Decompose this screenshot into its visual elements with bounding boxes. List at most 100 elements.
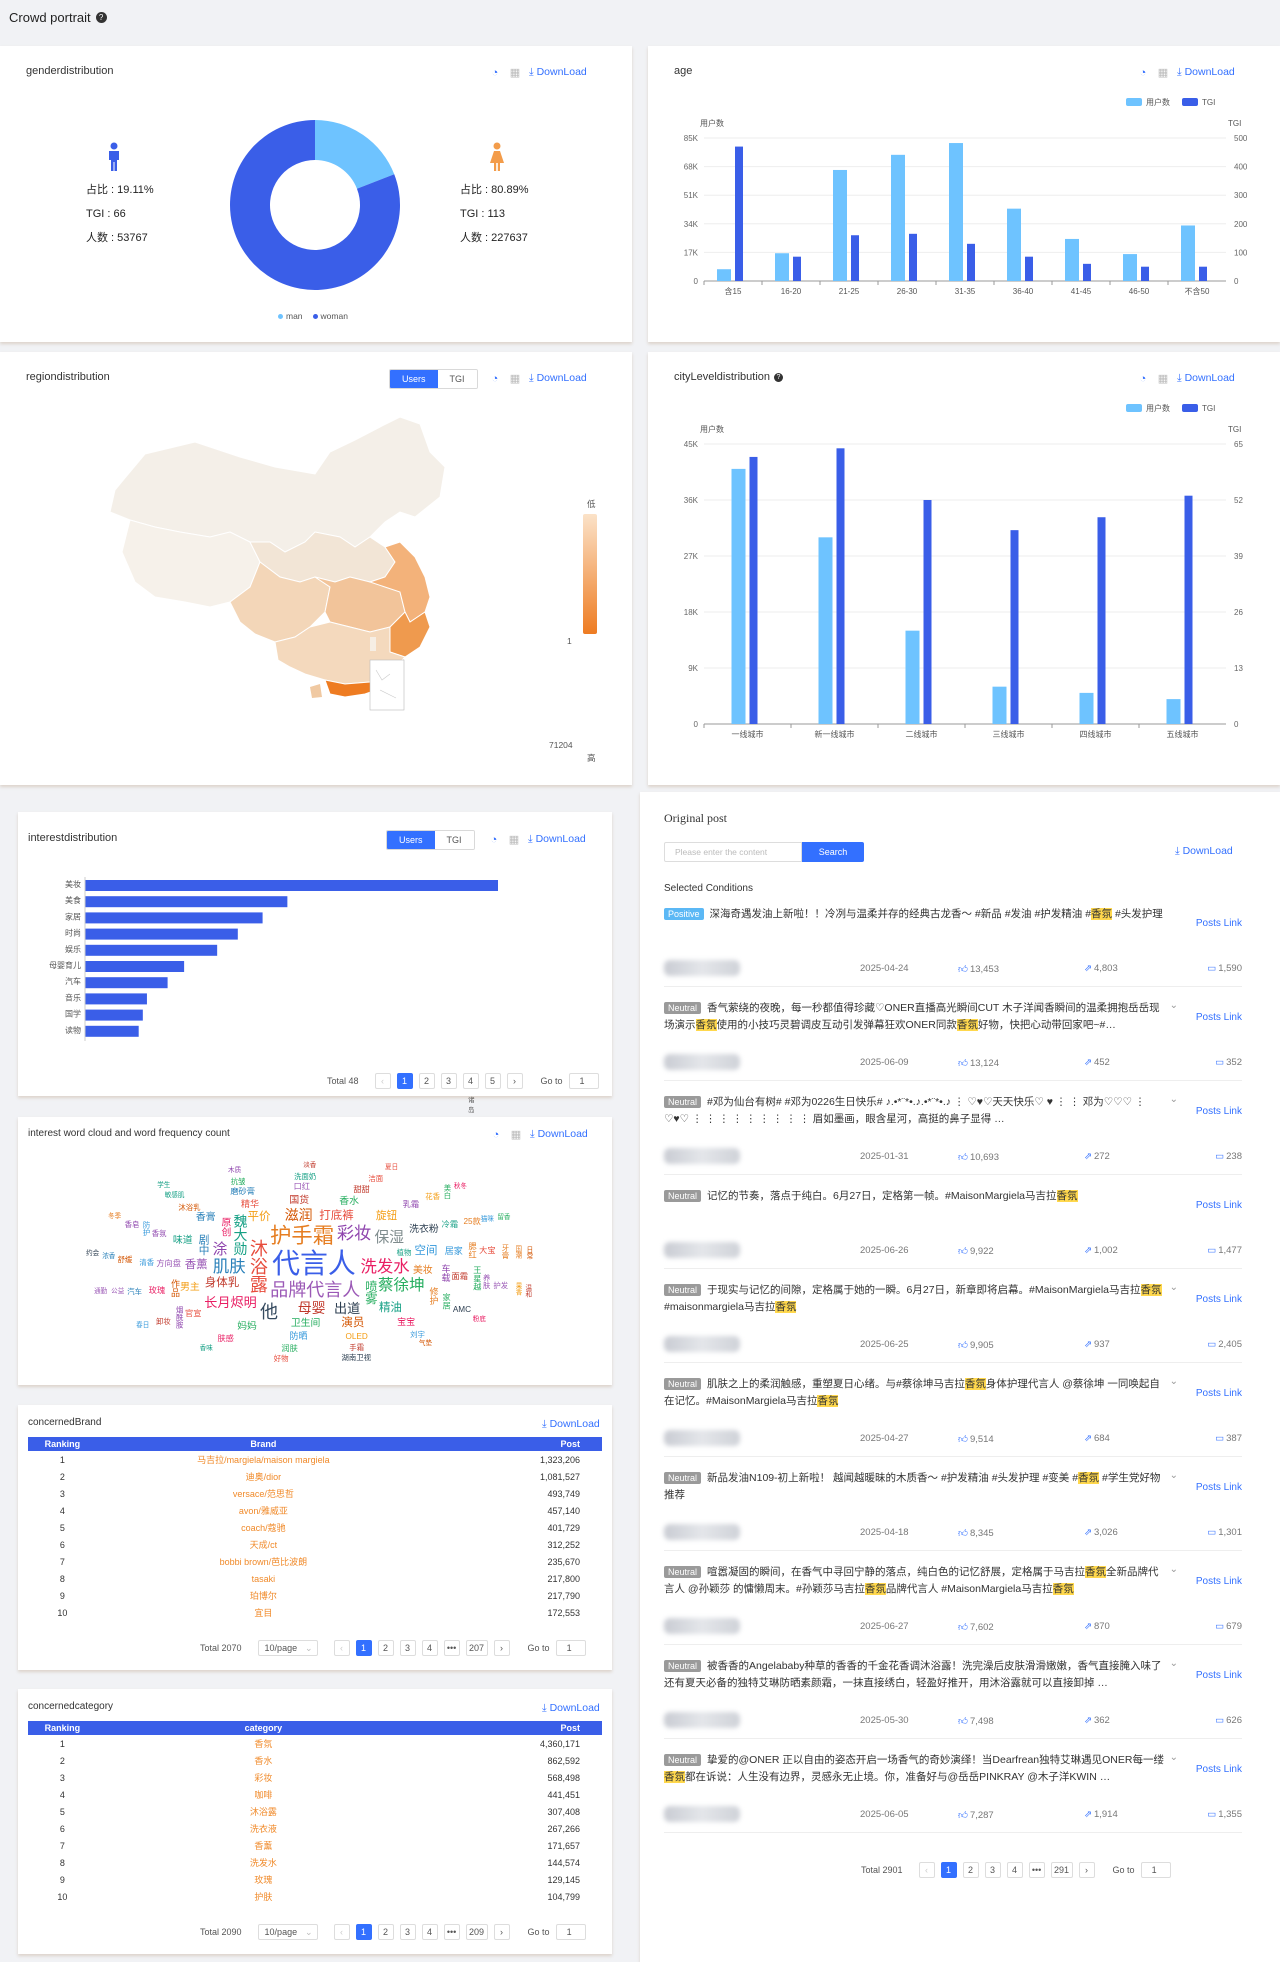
cloud-word[interactable]: 冷霜 (441, 1220, 459, 1230)
cloud-word[interactable]: 磨砂膏 (230, 1187, 255, 1197)
legend-woman[interactable]: woman (312, 311, 348, 321)
expand-chevron-icon[interactable]: ⌄ (1169, 1376, 1178, 1387)
legend-swatch-0[interactable] (1126, 98, 1142, 106)
cloud-word[interactable]: 旋钮 (375, 1209, 398, 1222)
table-row[interactable]: 5 沐浴露 307,408 (28, 1803, 602, 1820)
cloud-word[interactable]: 浓香 (102, 1252, 116, 1260)
cloud-word[interactable]: 国潮 (513, 1245, 521, 1259)
cloud-word[interactable]: 居家 (444, 1245, 463, 1256)
interest-bar-美妆[interactable] (85, 880, 498, 891)
cloud-word[interactable]: 粉底 (472, 1315, 486, 1323)
legend-swatch-0[interactable] (1126, 404, 1142, 412)
bar-users-31-35[interactable] (949, 143, 963, 281)
cloud-word[interactable]: 肌肤 (212, 1257, 246, 1276)
name-cell[interactable]: 香薰 (254, 1841, 273, 1851)
cloud-word[interactable]: 男主 (180, 1281, 200, 1293)
bar-users-21-25[interactable] (833, 169, 847, 281)
legend-swatch-1[interactable] (1182, 404, 1198, 412)
bar-tgi-16-20[interactable] (793, 256, 801, 281)
cloud-word[interactable]: 王星越 (472, 1266, 482, 1292)
cloud-word[interactable]: 清香 (139, 1257, 155, 1267)
name-cell[interactable]: tasaki (251, 1573, 276, 1584)
page-2[interactable]: 2 (418, 1073, 435, 1089)
cloud-word[interactable]: 香薰 (184, 1259, 208, 1272)
cloud-word[interactable]: 肤感 (217, 1334, 234, 1344)
cloud-word[interactable]: 植物 (396, 1248, 412, 1258)
bar-tgi-不含50[interactable] (1199, 266, 1207, 281)
donut-slice-man[interactable] (315, 120, 395, 189)
cloud-word[interactable]: 身体乳 (204, 1277, 240, 1290)
cloud-word[interactable]: 防护 (142, 1220, 152, 1236)
bar-tgi-新一线城市[interactable] (836, 448, 845, 724)
page-2[interactable]: 2 (377, 1640, 394, 1656)
bar-tgi-21-25[interactable] (851, 235, 859, 281)
next-page-button[interactable]: › (493, 1640, 510, 1656)
bar-users-二线城市[interactable] (905, 630, 920, 724)
posts-link[interactable]: Posts Link (1195, 1294, 1242, 1305)
cloud-word[interactable]: 春日 (136, 1321, 150, 1329)
page-1[interactable]: 1 (355, 1640, 372, 1656)
cloud-word[interactable]: OLED (345, 1331, 368, 1341)
name-cell[interactable]: 天成/ct (249, 1540, 278, 1550)
table-icon[interactable]: ▦ (509, 372, 521, 385)
next-page-button[interactable]: › (493, 1924, 510, 1940)
table-row[interactable]: 3 彩妆 568,498 (28, 1769, 602, 1786)
post-text[interactable]: Positive 深海奇遇发油上新啦！！冷冽与温柔并存的经典古龙香～ #新品 #发… (664, 906, 1164, 923)
interest-bar-家居[interactable] (85, 912, 263, 924)
cloud-word[interactable]: 美白 (442, 1183, 452, 1199)
cloud-word[interactable]: 烟酰胺 (175, 1306, 185, 1329)
cloud-word[interactable]: 玫瑰 (148, 1285, 166, 1295)
users-tab[interactable]: Users (387, 831, 435, 849)
cloud-word[interactable]: 魏大勋 (232, 1213, 249, 1256)
page-last[interactable]: 209 (465, 1924, 488, 1940)
cloud-word[interactable]: 面霜 (451, 1271, 468, 1281)
legend-man[interactable]: man (278, 311, 303, 321)
cloud-word[interactable]: 香皂 (124, 1219, 140, 1229)
table-row[interactable]: 7 香薰 171,657 (28, 1837, 602, 1854)
legend-swatch-1[interactable] (1182, 98, 1198, 106)
cloud-word[interactable]: 香膏 (195, 1211, 216, 1223)
bar-users-41-45[interactable] (1065, 238, 1079, 281)
page-1[interactable]: 1 (396, 1073, 413, 1089)
cloud-word[interactable]: 刘宇 (410, 1329, 425, 1339)
bar-users-五线城市[interactable] (1166, 699, 1181, 724)
cloud-word[interactable]: 宝宝 (397, 1316, 416, 1327)
cloud-word[interactable]: 作品 (170, 1279, 181, 1298)
bar-tgi-26-30[interactable] (909, 233, 917, 281)
table-icon[interactable]: ▦ (1157, 66, 1169, 79)
page-last[interactable]: 291 (1050, 1862, 1073, 1878)
cloud-word[interactable]: 秋冬 (453, 1183, 467, 1191)
bar-users-46-50[interactable] (1123, 254, 1137, 281)
cloud-word[interactable]: 长月烬明 (204, 1295, 257, 1311)
tgi-tab[interactable]: TGI (434, 831, 474, 849)
bar-users-26-30[interactable] (891, 154, 905, 281)
cloud-word[interactable]: 滋润 (284, 1207, 313, 1224)
cloud-word[interactable]: 花香 (425, 1192, 440, 1202)
table-row[interactable]: 10 护肤 104,799 (28, 1888, 602, 1905)
cloud-word[interactable]: 洗衣粉 (409, 1224, 439, 1236)
cloud-word[interactable]: 品牌代言人 (270, 1280, 361, 1301)
users-tab[interactable]: Users (390, 370, 438, 388)
cloud-word[interactable]: AMC (452, 1304, 472, 1314)
help-icon[interactable]: ? (774, 372, 783, 382)
expand-chevron-icon[interactable]: ⌄ (1169, 1000, 1178, 1011)
goto-input[interactable]: 1 (568, 1073, 599, 1089)
cloud-word[interactable]: 打底裤 (319, 1209, 354, 1222)
bar-tgi-41-45[interactable] (1083, 263, 1091, 281)
page-2[interactable]: 2 (962, 1862, 979, 1878)
posts-link[interactable]: Posts Link (1195, 1012, 1242, 1023)
name-cell[interactable]: versace/范思哲 (232, 1489, 294, 1499)
interest-bar-时尚[interactable] (85, 928, 238, 940)
cloud-word[interactable]: 涂 (210, 1240, 227, 1256)
bar-chart-icon[interactable]: ◔ (1139, 66, 1147, 79)
expand-chevron-icon[interactable]: ⌄ (1169, 1470, 1178, 1481)
category-download-button[interactable]: ⤓ DownLoad (542, 1702, 600, 1714)
name-cell[interactable]: 马吉拉/margiela/maison margiela (197, 1455, 330, 1465)
bar-users-36-40[interactable] (1007, 208, 1021, 281)
cloud-word[interactable]: 防晒 (289, 1331, 308, 1342)
table-row[interactable]: 9 珀博尔 217,790 (28, 1587, 602, 1604)
cloud-word[interactable]: 方向盘 (156, 1259, 181, 1269)
table-icon[interactable]: ▦ (508, 833, 520, 846)
cloud-word[interactable]: 气垫 (418, 1340, 432, 1348)
table-row[interactable]: 1 香氛 4,360,171 (28, 1735, 602, 1752)
